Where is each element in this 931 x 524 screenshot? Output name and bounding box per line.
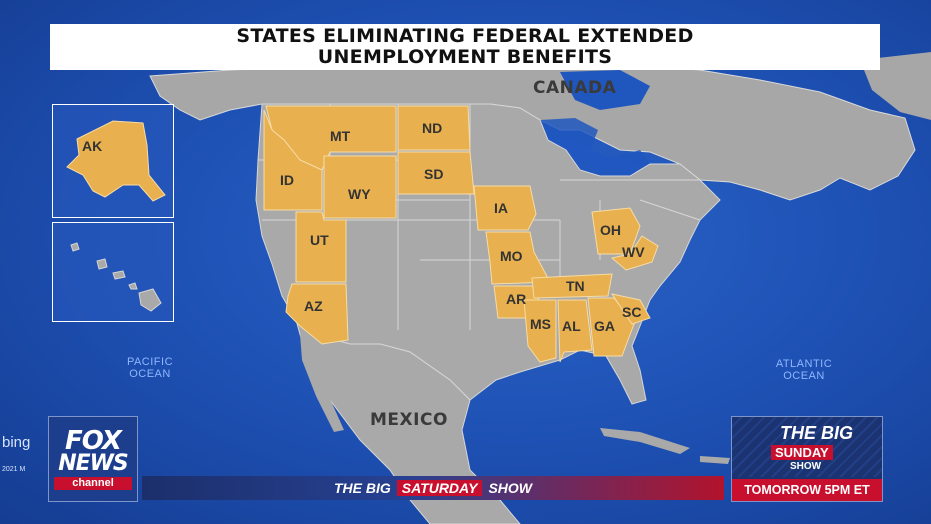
state-label-id: ID: [280, 172, 294, 188]
atlantic-line2: OCEAN: [783, 370, 825, 382]
highlighted-states: [263, 105, 659, 363]
state-label-ia: IA: [494, 200, 508, 216]
logo-fox: FOX: [65, 425, 122, 456]
state-label-al: AL: [562, 318, 581, 334]
logo-channel: channel: [54, 476, 132, 490]
pacific-line2: OCEAN: [129, 368, 171, 380]
state-label-sc: SC: [622, 304, 642, 320]
state-UT: [295, 211, 347, 283]
state-GA: [587, 297, 635, 357]
great-lakes: [540, 118, 650, 176]
state-label-ak: AK: [82, 138, 103, 154]
cuba: [600, 428, 690, 454]
fox-news-logo: FOX NEWS channel: [48, 416, 138, 502]
baja-peninsula: [300, 334, 344, 432]
hawaii-inset: [52, 222, 174, 322]
atlantic-line1: ATLANTIC: [775, 358, 833, 370]
state-AZ: [285, 283, 349, 345]
state-label-oh: OH: [600, 222, 621, 238]
alaska-shape: [66, 120, 166, 202]
sunday-show-promo: THE BIG SUNDAY SHOW TOMORROW 5PM ET: [731, 416, 883, 502]
state-label-ms: MS: [530, 316, 551, 332]
state-AL: [557, 299, 593, 363]
state-SC: [610, 293, 651, 325]
logo-news: NEWS: [58, 450, 129, 476]
ocean-label-atlantic: ATLANTIC OCEAN: [768, 358, 840, 382]
mexico-landmass: [295, 318, 521, 524]
ocean-label-pacific: PACIFIC OCEAN: [118, 356, 182, 380]
ticker-show: SHOW: [488, 480, 533, 496]
bing-watermark: bing: [2, 434, 31, 451]
state-MS: [523, 299, 557, 363]
state-label-az: AZ: [304, 298, 323, 314]
state-label-mt: MT: [330, 128, 351, 144]
alaska-inset: [52, 104, 174, 218]
state-WY: [323, 155, 397, 219]
caribbean-islands: [700, 456, 730, 464]
pacific-line1: PACIFIC: [126, 356, 174, 368]
state-label-nd: ND: [422, 120, 443, 136]
state-label-mo: MO: [500, 248, 523, 264]
state-label-ut: UT: [310, 232, 329, 248]
title-line2: UNEMPLOYMENT BENEFITS: [317, 46, 613, 68]
state-TN: [531, 273, 613, 299]
show-ticker: THE BIG SATURDAY SHOW: [142, 476, 724, 500]
title-line1: STATES ELIMINATING FEDERAL EXTENDED: [236, 25, 694, 47]
state-ID: [263, 109, 323, 211]
state-OH: [591, 207, 641, 255]
title-banner: STATES ELIMINATING FEDERAL EXTENDED UNEM…: [50, 24, 880, 70]
state-label-ga: GA: [594, 318, 615, 334]
country-label-canada: CANADA: [533, 78, 617, 98]
state-label-sd: SD: [424, 166, 444, 182]
state-label-ar: AR: [506, 291, 527, 307]
ticker-saturday: SATURDAY: [396, 480, 483, 496]
country-label-mexico: MEXICO: [370, 410, 448, 430]
state-SD: [397, 151, 475, 195]
promo-sunday: SUNDAY: [771, 445, 833, 460]
promo-the-big: THE BIG: [780, 423, 854, 443]
copyright-watermark: 2021 M: [2, 466, 26, 473]
ticker-the-big: THE BIG: [333, 480, 391, 496]
hudson-bay: [560, 70, 650, 110]
state-IA: [473, 185, 537, 231]
state-label-wv: WV: [622, 244, 645, 260]
state-ND: [397, 105, 471, 151]
promo-time: TOMORROW 5PM ET: [732, 479, 882, 501]
state-label-tn: TN: [566, 278, 585, 294]
promo-show: SHOW: [790, 461, 822, 472]
state-label-wy: WY: [348, 186, 371, 202]
hawaii-shape: [70, 242, 162, 312]
state-WV: [610, 235, 659, 271]
